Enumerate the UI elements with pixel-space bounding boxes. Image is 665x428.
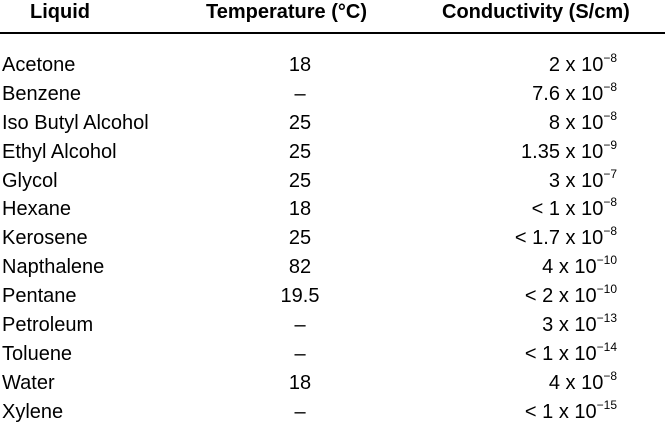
cell-conductivity: < 1 x 10−15 <box>525 398 617 428</box>
cell-temperature: 18 <box>288 371 312 394</box>
table-row: Acetone 18 2 x 10−8 <box>0 51 665 80</box>
cell-liquid: Kerosene <box>2 227 88 250</box>
cell-conductivity: < 1 x 10−14 <box>525 340 617 370</box>
cell-temperature: 25 <box>288 111 312 134</box>
cell-temperature: 18 <box>288 54 312 76</box>
cell-liquid: Petroleum <box>2 314 94 337</box>
table-row: Iso Butyl Alcohol 25 8 x 10−8 <box>0 109 665 138</box>
conductivity-exponent: −8 <box>603 224 617 239</box>
cell-liquid: Toluene <box>2 342 73 365</box>
cell-temperature: 25 <box>288 169 312 192</box>
header-divider <box>0 32 665 34</box>
table-row: Ethyl Alcohol 25 1.35 x 10−9 <box>0 138 665 167</box>
conductivity-exponent: −8 <box>603 51 617 65</box>
conductivity-base: < 1 x 10 <box>524 342 597 365</box>
table-row: Benzene – 7.6 x 10−8 <box>0 80 665 109</box>
conductivity-base: 7.6 x 10 <box>532 82 604 105</box>
conductivity-base: 8 x 10 <box>548 111 604 134</box>
table-row: Water 18 4 x 10−8 <box>0 369 665 398</box>
conductivity-base: 3 x 10 <box>548 169 604 192</box>
conductivity-exponent: −8 <box>603 368 617 383</box>
cell-temperature: 25 <box>288 140 312 163</box>
conductivity-exponent: −9 <box>603 137 617 152</box>
conductivity-base: 2 x 10 <box>548 54 604 76</box>
conductivity-exponent: −7 <box>603 166 617 181</box>
cell-liquid: Water <box>2 371 55 394</box>
conductivity-exponent: −8 <box>603 195 617 210</box>
cell-temperature: – <box>294 342 306 365</box>
cell-liquid: Glycol <box>2 169 58 192</box>
cell-liquid: Pentane <box>2 285 77 308</box>
cell-liquid: Iso Butyl Alcohol <box>2 111 149 134</box>
conductivity-base: 4 x 10 <box>548 371 604 394</box>
table-header: Liquid Temperature (°C) Conductivity (S/… <box>0 0 665 30</box>
cell-conductivity: 2 x 10−8 <box>549 51 617 81</box>
cell-conductivity: < 2 x 10−10 <box>525 282 617 312</box>
cell-liquid: Napthalene <box>2 256 105 279</box>
table-row: Glycol 25 3 x 10−7 <box>0 167 665 196</box>
cell-temperature: – <box>294 400 306 423</box>
cell-liquid: Xylene <box>2 400 64 423</box>
conductivity-exponent: −14 <box>596 339 617 354</box>
table-row: Pentane 19.5 < 2 x 10−10 <box>0 282 665 311</box>
table-row: Napthalene 82 4 x 10−10 <box>0 253 665 282</box>
conductivity-base: 4 x 10 <box>542 256 597 279</box>
cell-temperature: 82 <box>288 256 312 279</box>
header-conductivity: Conductivity (S/cm) <box>442 1 630 23</box>
cell-conductivity: 1.35 x 10−9 <box>521 138 617 168</box>
conductivity-base: < 1 x 10 <box>531 198 604 221</box>
conductivity-exponent: −10 <box>596 282 617 297</box>
conductivity-exponent: −15 <box>596 397 617 412</box>
cell-temperature: – <box>294 82 306 105</box>
header-temperature: Temperature (°C) <box>206 1 367 23</box>
table-row: Hexane 18 < 1 x 10−8 <box>0 195 665 224</box>
table-body: Acetone 18 2 x 10−8 Benzene –7.6 x 10−8 Iso B… <box>0 51 665 427</box>
cell-liquid: Benzene <box>2 82 81 105</box>
cell-conductivity: 4 x 10−8 <box>549 369 617 399</box>
conductivity-base: < 1 x 10 <box>524 400 597 423</box>
cell-temperature: 25 <box>288 227 312 250</box>
conductivity-base: 1.35 x 10 <box>521 140 604 163</box>
table-row: Xylene – < 1 x 10−15 <box>0 398 665 427</box>
cell-temperature: 18 <box>288 198 312 221</box>
cell-conductivity: 8 x 10−8 <box>549 109 617 139</box>
table-row: Petroleum – 3 x 10−13 <box>0 311 665 340</box>
table-row: Kerosene 25 < 1.7 x 10−8 <box>0 224 665 253</box>
conductivity-exponent: −8 <box>603 79 617 94</box>
table-row: Toluene – < 1 x 10−14 <box>0 340 665 369</box>
cell-temperature: – <box>294 314 306 337</box>
cell-conductivity: 3 x 10−7 <box>549 167 617 197</box>
cell-conductivity: < 1.7 x 10−8 <box>515 224 617 254</box>
conductivity-exponent: −8 <box>603 108 617 123</box>
cell-conductivity: < 1 x 10−8 <box>532 195 617 225</box>
cell-liquid: Acetone <box>2 54 76 76</box>
cell-conductivity: 7.6 x 10−8 <box>532 80 617 110</box>
cell-conductivity: 3 x 10−13 <box>542 311 617 341</box>
conductivity-exponent: −10 <box>596 253 617 268</box>
conductivity-base: 3 x 10 <box>542 314 597 337</box>
cell-conductivity: 4 x 10−10 <box>542 253 617 283</box>
conductivity-base: < 1.7 x 10 <box>514 227 604 250</box>
conductivity-base: < 2 x 10 <box>524 285 597 308</box>
cell-liquid: Ethyl Alcohol <box>2 140 117 163</box>
cell-temperature: 19.5 <box>280 285 320 308</box>
header-liquid: Liquid <box>30 1 90 23</box>
cell-liquid: Hexane <box>2 198 71 221</box>
conductivity-exponent: −13 <box>596 311 617 326</box>
